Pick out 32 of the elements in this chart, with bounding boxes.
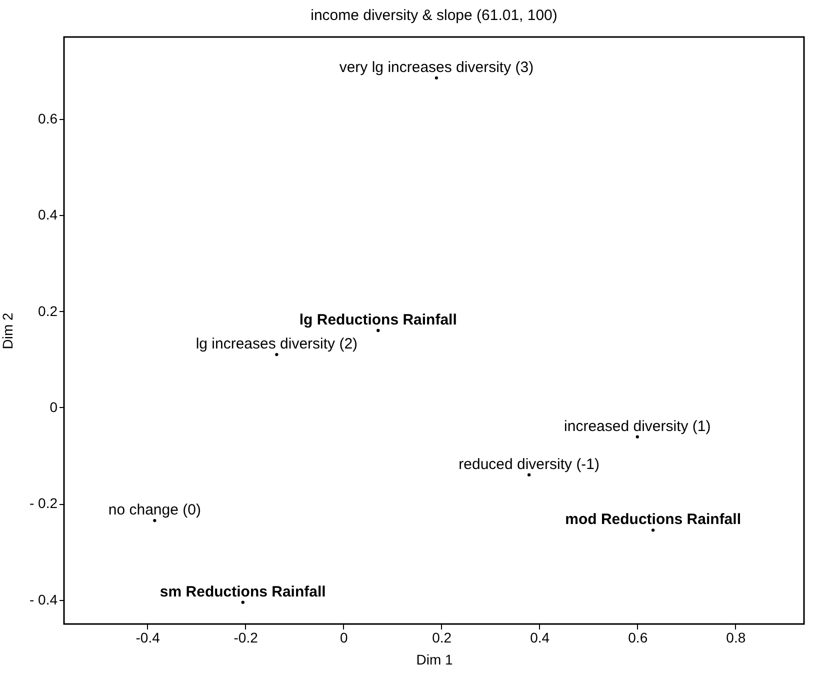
point (636, 435, 639, 438)
y-tick-label: 0.6 (38, 110, 58, 126)
point (275, 352, 278, 356)
annotation: lg increases diversity (2) (196, 336, 358, 353)
point (651, 528, 655, 532)
point (376, 328, 380, 332)
point (153, 518, 156, 522)
y-tick-label: 0.2 (38, 302, 58, 319)
annotation: mod Reductions Rainfall (565, 511, 741, 528)
x-tick-label: -0.4 (136, 630, 160, 646)
annotation: very lg increases diversity (3) (339, 58, 534, 76)
x-tick-label: 0 (340, 630, 348, 646)
annotation: lg Reductions Rainfall (299, 312, 457, 328)
y-tick-label: - 0.4 (29, 591, 58, 608)
y-tick-label: - 0.2 (29, 495, 58, 512)
x-tick-label: 0.4 (530, 630, 550, 646)
point (434, 76, 438, 80)
y-axis-title: Dim 2 (0, 312, 16, 350)
x-axis-title: Dim 1 (416, 652, 453, 668)
point (241, 600, 244, 604)
point (527, 473, 531, 476)
x-tick-label: 0.6 (628, 630, 648, 646)
annotation: increased diversity (1) (564, 418, 711, 435)
y-tick-label: 0.4 (38, 206, 58, 223)
annotation: sm Reductions Rainfall (160, 583, 326, 600)
chart-title: income diversity & slope (61.01, 100) (310, 7, 558, 24)
x-tick-label: -0.2 (234, 630, 258, 646)
annotation: no change (0) (108, 502, 201, 519)
annotation: reduced diversity (-1) (458, 456, 600, 473)
x-tick-label: 0.2 (432, 630, 452, 646)
y-tick-label: 0 (50, 398, 58, 415)
x-tick-label: 0.8 (726, 630, 746, 646)
